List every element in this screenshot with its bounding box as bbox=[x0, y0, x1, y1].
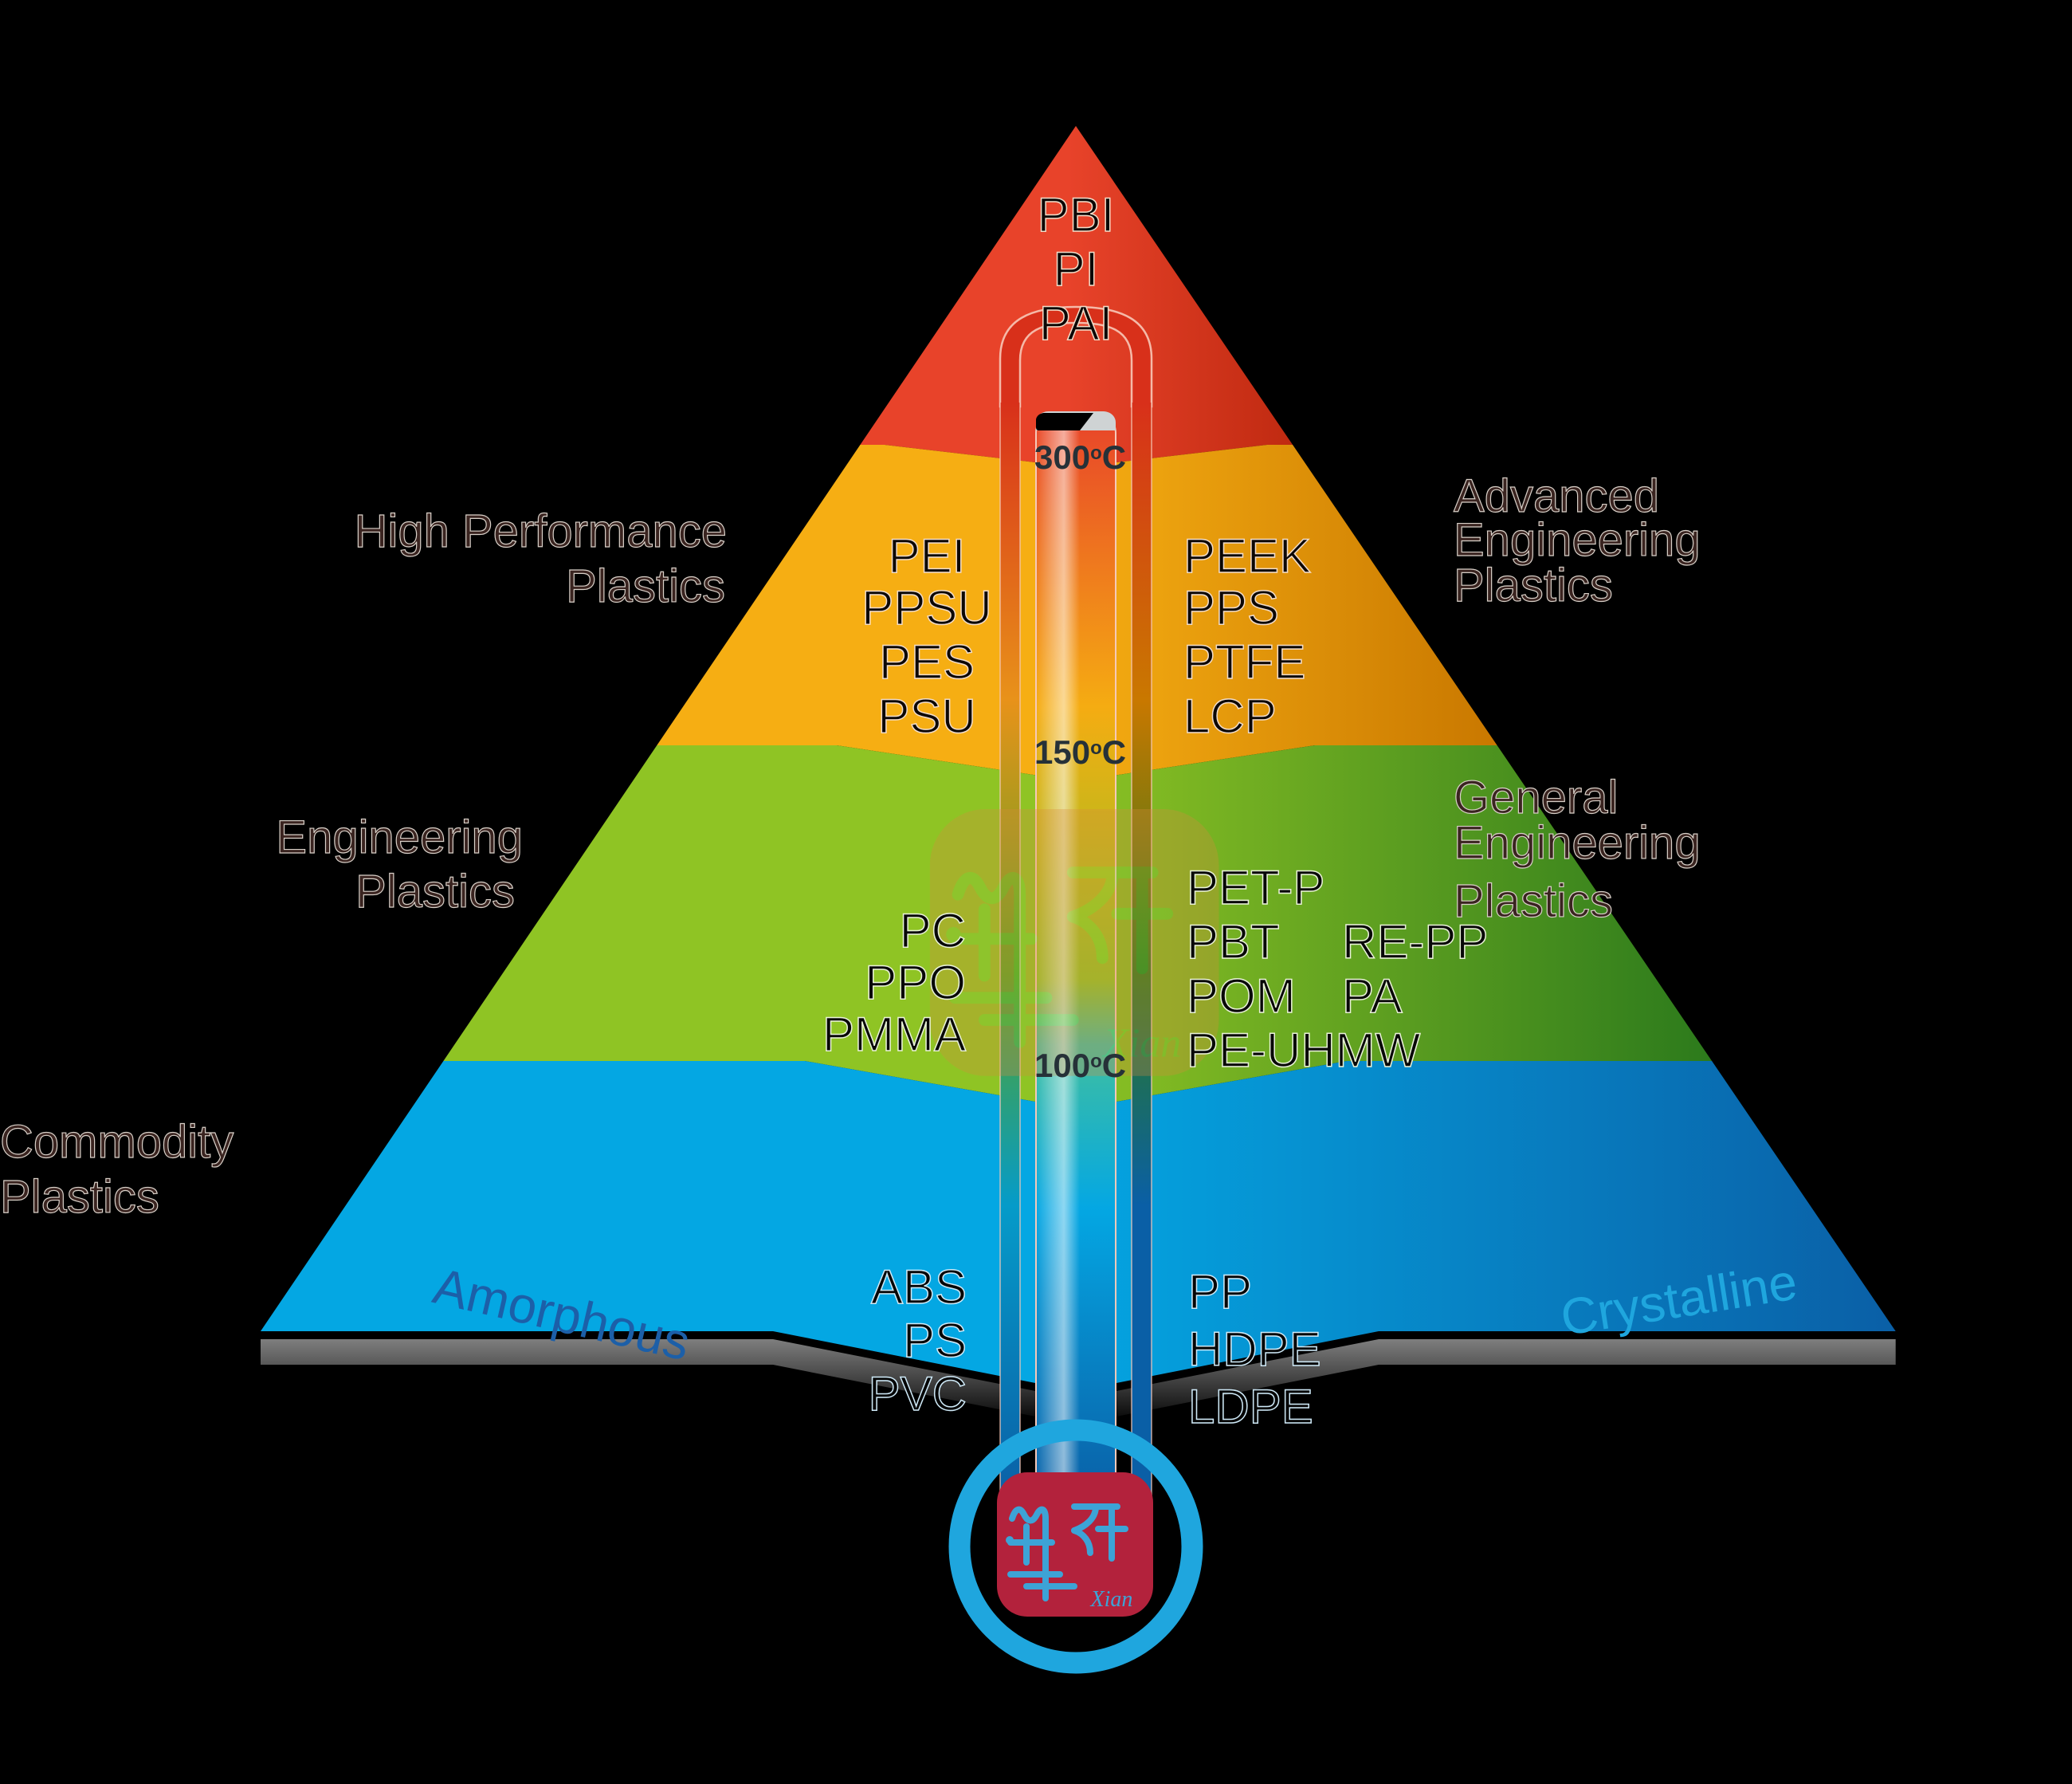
svg-text:Plastics: Plastics bbox=[566, 560, 725, 612]
svg-text:Crystalline: Crystalline bbox=[1556, 1252, 1800, 1346]
svg-text:PEI: PEI bbox=[889, 529, 966, 583]
svg-text:300oC: 300oC bbox=[1034, 438, 1126, 476]
svg-text:Engineering: Engineering bbox=[1454, 817, 1701, 869]
svg-text:PTFE: PTFE bbox=[1183, 635, 1305, 689]
svg-text:General: General bbox=[1454, 772, 1618, 823]
svg-text:PA: PA bbox=[1342, 969, 1403, 1023]
svg-text:Plastics: Plastics bbox=[1454, 875, 1613, 927]
svg-text:PBI: PBI bbox=[1038, 188, 1115, 242]
svg-text:Commodity: Commodity bbox=[0, 1116, 233, 1168]
svg-text:Plastics: Plastics bbox=[355, 866, 515, 918]
svg-text:High Performance: High Performance bbox=[355, 505, 727, 557]
svg-text:Engineering: Engineering bbox=[1454, 514, 1701, 566]
svg-text:PES: PES bbox=[879, 635, 975, 689]
svg-text:PC: PC bbox=[900, 904, 966, 957]
svg-text:PPSU: PPSU bbox=[861, 581, 991, 635]
svg-text:PI: PI bbox=[1054, 242, 1099, 296]
svg-text:PAI: PAI bbox=[1039, 297, 1113, 350]
svg-text:PE-UHMW: PE-UHMW bbox=[1187, 1024, 1421, 1077]
svg-text:HDPE: HDPE bbox=[1188, 1322, 1321, 1376]
svg-text:LDPE: LDPE bbox=[1188, 1380, 1313, 1433]
svg-text:PS: PS bbox=[903, 1314, 967, 1367]
svg-text:PP: PP bbox=[1188, 1265, 1252, 1318]
svg-text:PET-P: PET-P bbox=[1187, 861, 1324, 914]
svg-text:PMMA: PMMA bbox=[822, 1008, 966, 1061]
svg-text:100oC: 100oC bbox=[1034, 1047, 1126, 1084]
svg-text:PVC: PVC bbox=[869, 1367, 967, 1421]
svg-text:PPS: PPS bbox=[1183, 581, 1279, 635]
svg-text:Amorphous: Amorphous bbox=[428, 1257, 695, 1372]
svg-text:Plastics: Plastics bbox=[1454, 560, 1613, 611]
svg-text:Engineering: Engineering bbox=[276, 811, 523, 863]
svg-text:PSU: PSU bbox=[877, 690, 975, 743]
svg-text:150oC: 150oC bbox=[1034, 733, 1126, 771]
svg-text:POM: POM bbox=[1187, 969, 1296, 1023]
svg-text:PBT: PBT bbox=[1187, 915, 1280, 969]
svg-text:Plastics: Plastics bbox=[0, 1171, 159, 1223]
svg-text:PEEK: PEEK bbox=[1183, 529, 1311, 583]
svg-text:LCP: LCP bbox=[1183, 690, 1277, 743]
svg-text:ABS: ABS bbox=[871, 1260, 967, 1314]
svg-text:PPO: PPO bbox=[865, 956, 966, 1009]
